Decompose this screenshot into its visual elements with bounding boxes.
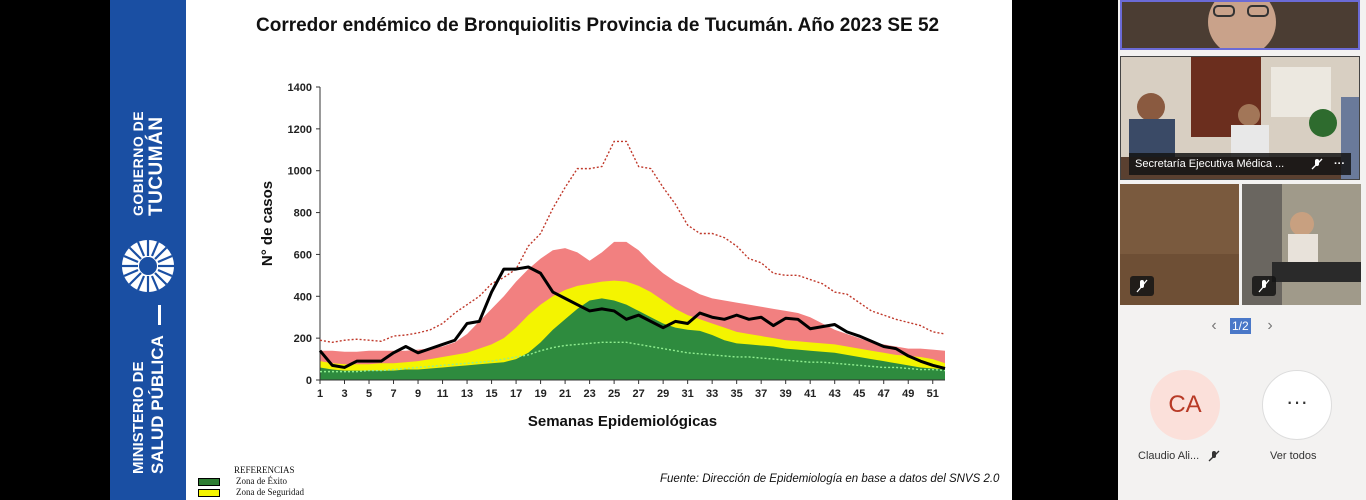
gov-line2: TUCUMÁN — [146, 116, 167, 216]
y-tick-label: 1200 — [288, 124, 312, 136]
x-tick-label: 25 — [608, 388, 620, 400]
mic-muted-icon — [1252, 276, 1276, 296]
chart-title: Corredor endémico de Bronquiolitis Provi… — [256, 15, 940, 36]
participants-panel: Secretaría Ejecutiva Médica ... ··· ‹ — [1118, 0, 1366, 500]
tucuman-sun-logo-icon — [122, 240, 174, 292]
x-tick-label: 1 — [317, 388, 323, 400]
area-exito — [320, 298, 945, 380]
x-tick-label: 19 — [534, 388, 546, 400]
y-tick-label: 600 — [294, 249, 312, 261]
y-axis-label: N° de casos — [259, 181, 276, 266]
legend-label-seguridad: Zona de Seguridad — [236, 487, 304, 497]
x-tick-label: 43 — [829, 388, 841, 400]
participant-name-text: Claudio Ali... — [1138, 450, 1200, 462]
mic-muted-icon — [1130, 276, 1154, 296]
current-year-line — [318, 265, 946, 370]
pager-prev-icon[interactable]: ‹ — [1211, 317, 1217, 334]
shared-slide: GOBIERNO DE TUCUMÁN MINISTERIO DE SALUD … — [110, 0, 1012, 500]
x-tick-label: 39 — [780, 388, 792, 400]
x-tick-label: 15 — [485, 388, 497, 400]
pager-next-icon[interactable]: › — [1267, 317, 1273, 334]
government-band: GOBIERNO DE TUCUMÁN MINISTERIO DE SALUD … — [110, 0, 186, 500]
participant-avatar[interactable]: CA — [1150, 370, 1220, 440]
y-tick-label: 200 — [294, 333, 312, 345]
participant-video-dark[interactable] — [1120, 184, 1239, 305]
median-line — [320, 341, 946, 373]
x-tick-label: 49 — [902, 388, 914, 400]
participant-video-office[interactable] — [1242, 184, 1361, 305]
participant-video-top[interactable] — [1120, 0, 1360, 50]
x-tick-label: 21 — [559, 388, 571, 400]
legend-label-exito: Zona de Éxito — [236, 476, 287, 486]
y-tick-label: 800 — [294, 208, 312, 220]
x-tick-label: 47 — [878, 388, 890, 400]
legend-swatch-exito — [198, 478, 220, 486]
x-tick-label: 29 — [657, 388, 669, 400]
x-tick-label: 27 — [633, 388, 645, 400]
mic-muted-icon — [1311, 153, 1323, 175]
participants-pager: ‹ 1/2 › — [1202, 316, 1282, 336]
conference-room-name: Secretaría Ejecutiva Médica ... — [1135, 158, 1285, 170]
x-tick-label: 35 — [731, 388, 743, 400]
pager-indicator: 1/2 — [1230, 318, 1251, 334]
x-tick-label: 17 — [510, 388, 522, 400]
x-tick-label: 7 — [390, 388, 396, 400]
gov-line1: GOBIERNO DE — [130, 110, 146, 216]
x-tick-label: 9 — [415, 388, 421, 400]
x-tick-label: 31 — [682, 388, 694, 400]
video-letterbox-left — [0, 0, 110, 500]
x-tick-label: 11 — [437, 388, 449, 400]
x-tick-label: 37 — [755, 388, 767, 400]
x-tick-label: 33 — [706, 388, 718, 400]
x-tick-label: 23 — [583, 388, 595, 400]
ministry-line2: SALUD PÚBLICA — [148, 335, 167, 474]
y-tick-label: 1400 — [288, 82, 312, 94]
legend-swatch-seguridad — [198, 489, 220, 497]
ministry-line1: MINISTERIO DE — [130, 361, 147, 474]
references-title: REFERENCIAS — [234, 465, 295, 475]
participant-face-icon — [1122, 2, 1358, 48]
conference-room-label: Secretaría Ejecutiva Médica ... ··· — [1129, 153, 1351, 175]
mic-muted-icon — [1208, 450, 1220, 462]
x-tick-label: 51 — [927, 388, 939, 400]
gov-divider — [158, 305, 161, 325]
more-options-icon[interactable]: ··· — [1334, 158, 1345, 170]
y-tick-label: 1000 — [288, 166, 312, 178]
participant-name: Claudio Ali... — [1138, 450, 1220, 462]
y-tick-label: 0 — [306, 375, 312, 387]
view-all-button[interactable]: ··· — [1262, 370, 1332, 440]
x-tick-label: 3 — [341, 388, 347, 400]
x-tick-label: 45 — [853, 388, 865, 400]
x-axis-label: Semanas Epidemiológicas — [528, 413, 717, 430]
x-tick-label: 13 — [461, 388, 473, 400]
participant-video-conference-room[interactable]: Secretaría Ejecutiva Médica ... ··· — [1120, 56, 1360, 180]
x-tick-label: 5 — [366, 388, 372, 400]
source-note: Fuente: Dirección de Epidemiología en ba… — [660, 473, 1000, 485]
view-all-label: Ver todos — [1270, 450, 1317, 462]
y-tick-label: 400 — [294, 291, 312, 303]
video-letterbox-right — [1012, 0, 1118, 500]
x-tick-label: 41 — [804, 388, 816, 400]
